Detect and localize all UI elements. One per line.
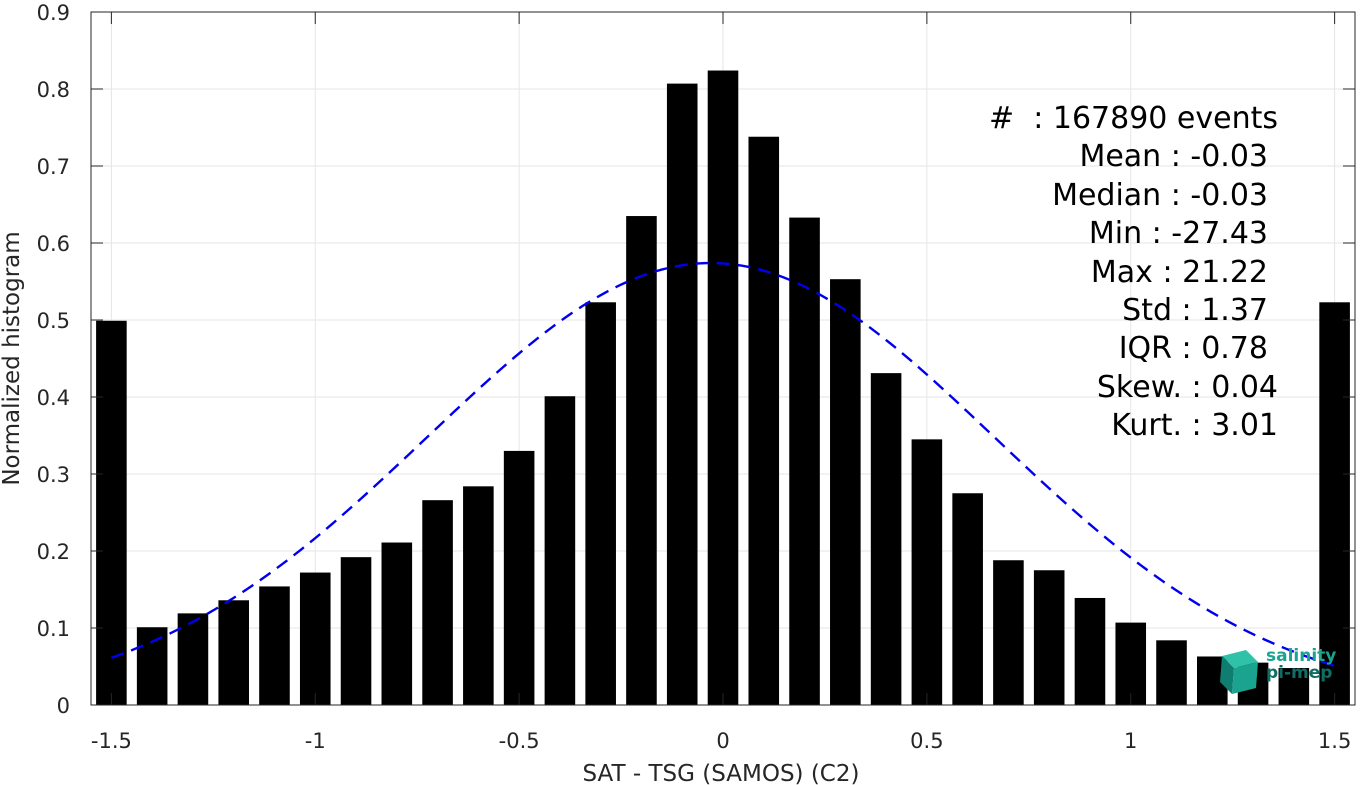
histogram-bar <box>707 70 739 705</box>
y-tick-label: 0.5 <box>37 309 70 333</box>
stat-mean: Mean : -0.03 <box>1079 139 1268 175</box>
stat-iqr: IQR : 0.78 <box>1118 331 1268 367</box>
y-tick-label: 0.4 <box>37 386 70 410</box>
histogram-bar <box>748 136 780 706</box>
salinity-pimep-logo: salinity pi-mep <box>1218 648 1348 696</box>
histogram-bar <box>1115 622 1147 705</box>
y-tick-label: 0.9 <box>37 1 70 25</box>
histogram-bar <box>136 627 168 705</box>
histogram-bar <box>830 279 861 705</box>
histogram-bar <box>1074 597 1106 705</box>
histogram-bar <box>96 320 127 705</box>
x-axis-label: SAT - TSG (SAMOS) (C2) <box>583 761 860 785</box>
y-tick-label: 0.7 <box>37 155 70 179</box>
stat-skew: Skew. : 0.04 <box>1096 369 1278 405</box>
histogram-bar <box>544 396 576 705</box>
logo-line-2: pi-mep <box>1266 663 1333 683</box>
histogram-bar <box>1156 640 1187 705</box>
y-tick-label: 0.3 <box>37 463 70 487</box>
histogram-bar <box>993 560 1024 705</box>
stat-median: Median : -0.03 <box>1052 177 1268 213</box>
histogram-bar <box>666 83 698 706</box>
statistics-box: # : 167890 events Mean : -0.03 Median : … <box>989 100 1278 446</box>
gaussian-fit-curve <box>110 261 1335 667</box>
logo-line-1: salinity <box>1266 646 1337 666</box>
y-tick-label: 0.6 <box>37 232 70 256</box>
x-tick-label: 1 <box>1124 729 1137 753</box>
stat-std: Std : 1.37 <box>1122 293 1268 329</box>
histogram-bar <box>422 500 453 705</box>
y-tick-label: 0.1 <box>37 617 70 641</box>
histogram-bar <box>299 572 331 705</box>
y-tick-label: 0 <box>57 694 70 718</box>
stat-events: # : 167890 events <box>989 101 1278 136</box>
histogram-bar <box>1278 668 1310 705</box>
bars-group <box>96 70 1350 706</box>
logo-text: salinity pi-mep <box>1266 648 1336 682</box>
histogram-bar <box>340 557 372 705</box>
axis-ticks: -1.5 -1 -0.5 0 0.5 1 1.5 0 0.1 0.2 0.3 0.4 0.5 0.6 0.7… <box>37 1 1355 753</box>
histogram-bar <box>259 586 290 705</box>
histogram-bar <box>626 216 657 706</box>
histogram-bar <box>870 373 902 705</box>
x-tick-label: -0.5 <box>499 729 540 753</box>
logo-cube-icon <box>1220 650 1258 694</box>
histogram-bar <box>911 439 943 705</box>
y-tick-label: 0.2 <box>37 540 70 564</box>
y-axis-label: Normalized histogram <box>0 231 25 485</box>
histogram-bar <box>789 217 820 705</box>
histogram-bar <box>503 450 535 705</box>
x-tick-label: 0.5 <box>910 729 943 753</box>
histogram-bar <box>585 302 616 705</box>
histogram-bar <box>381 542 413 705</box>
histogram-bar <box>177 613 209 705</box>
histogram-bar <box>218 600 249 705</box>
x-tick-label: 0 <box>716 729 729 753</box>
stat-max: Max : 21.22 <box>1090 254 1268 290</box>
y-tick-label: 0.8 <box>37 78 70 102</box>
x-tick-label: -1 <box>305 729 326 753</box>
stat-kurt: Kurt. : 3.01 <box>1111 408 1278 444</box>
x-tick-label: -1.5 <box>91 729 132 753</box>
histogram-bar <box>952 493 983 705</box>
histogram-bar <box>1319 302 1350 705</box>
histogram-bar <box>463 486 494 705</box>
x-tick-label: 1.5 <box>1318 729 1351 753</box>
histogram-bar <box>1033 570 1065 705</box>
stat-min: Min : -27.43 <box>1088 216 1268 252</box>
